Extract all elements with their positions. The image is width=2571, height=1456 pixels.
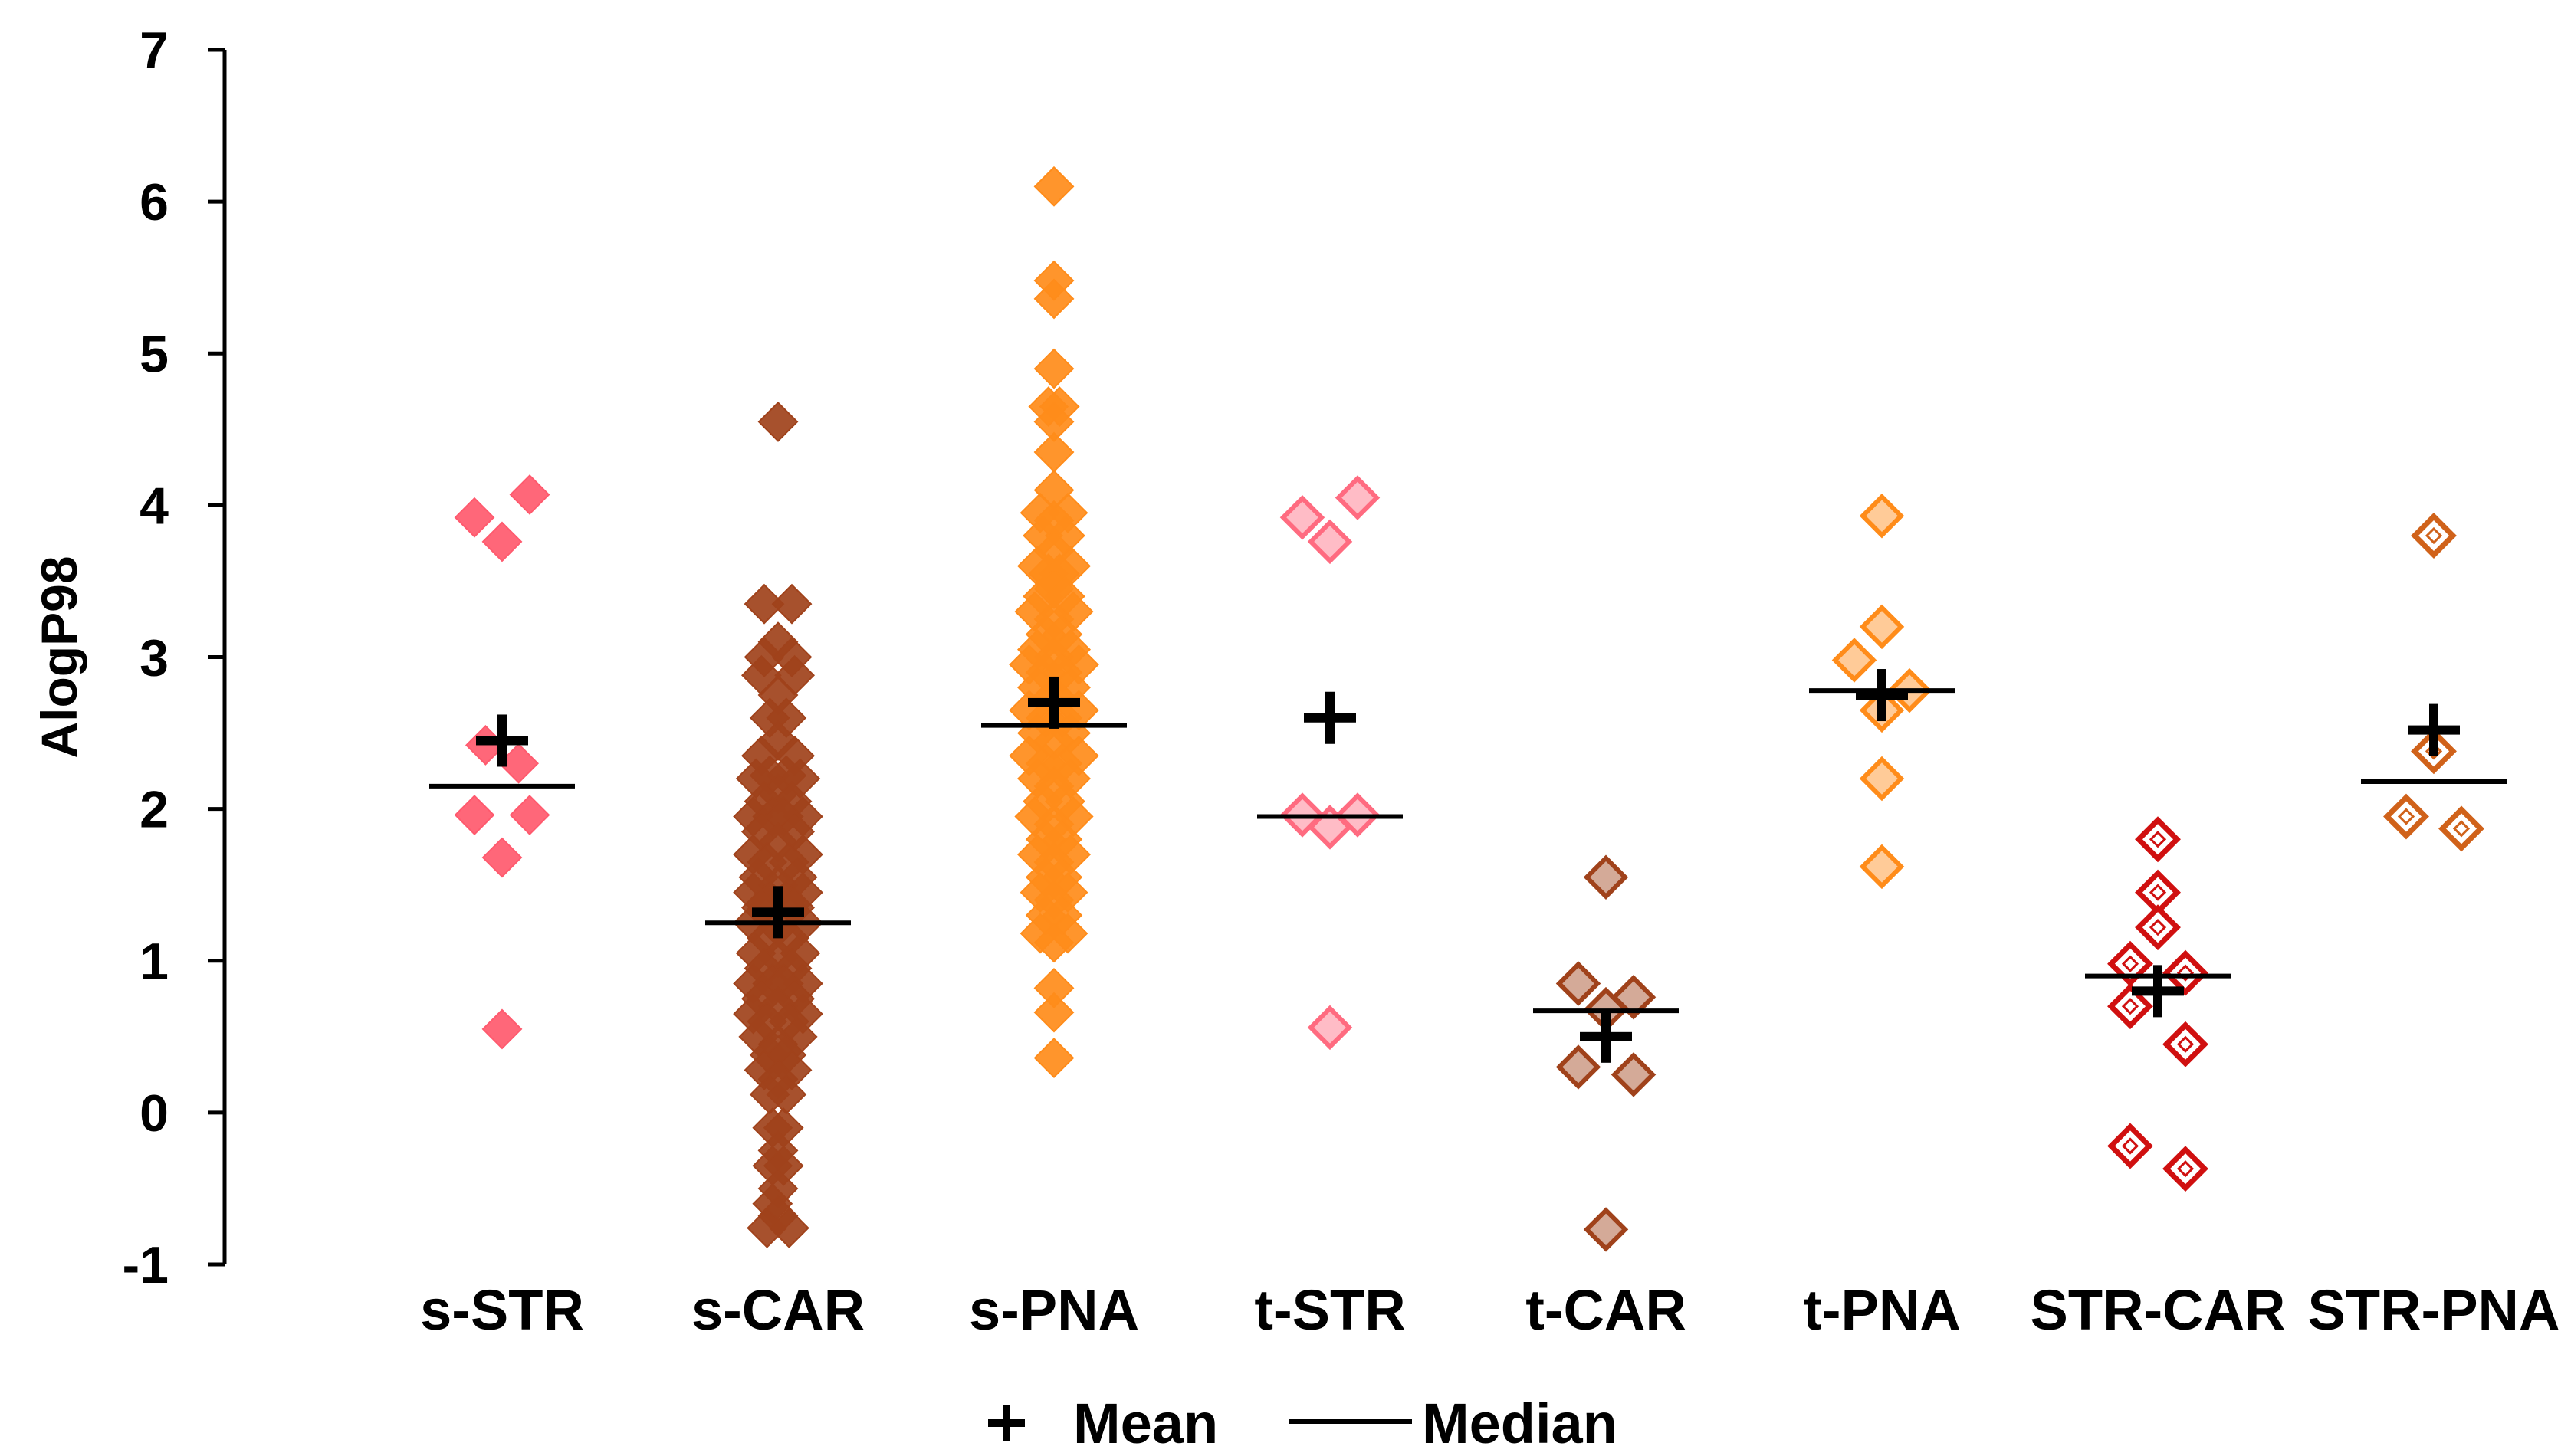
mean-marker: [2408, 703, 2460, 756]
y-tick-label: 0: [140, 1084, 169, 1143]
mean-marker: [752, 886, 804, 939]
y-tick-label: 4: [140, 477, 169, 535]
data-point-inner: [2452, 820, 2471, 838]
mean-markers-front: [476, 669, 2460, 1063]
data-point: [481, 1008, 523, 1050]
data-point: [509, 474, 550, 515]
data-point: [1859, 844, 1905, 890]
data-point: [757, 401, 799, 442]
data-point-inner: [2149, 831, 2167, 848]
mean-marker: [1028, 676, 1080, 729]
data-point: [1611, 1052, 1657, 1097]
data-point: [2107, 940, 2153, 987]
data-point: [1033, 1038, 1075, 1078]
data-point: [2411, 513, 2457, 559]
data-point-inner: [2121, 955, 2139, 972]
y-tick-label: 7: [140, 21, 169, 80]
data-point: [1033, 278, 1075, 320]
data-point: [1583, 854, 1629, 900]
data-point: [2383, 793, 2429, 840]
data-point: [757, 720, 799, 761]
y-tick-label: 6: [140, 173, 169, 231]
data-point: [1555, 1044, 1601, 1090]
data-point: [1859, 494, 1905, 539]
data-point: [1583, 1207, 1629, 1252]
data-point: [1859, 756, 1905, 802]
data-point: [1859, 604, 1905, 650]
legend-mean-label: Mean: [1073, 1392, 1218, 1455]
data-point: [2162, 1021, 2208, 1067]
legend-median-label: Median: [1422, 1392, 1617, 1455]
mean-marker: [1304, 691, 1356, 744]
y-tick-label: -1: [123, 1236, 169, 1294]
data-point: [1279, 494, 1325, 540]
data-point-inner: [2176, 1035, 2195, 1053]
data-point: [2107, 983, 2153, 1030]
data-point-inner: [2121, 1137, 2139, 1155]
data-point: [1307, 1005, 1353, 1051]
data-point: [454, 497, 495, 538]
data-point: [481, 521, 523, 562]
data-point: [2162, 949, 2208, 996]
data-point: [1335, 475, 1381, 520]
data-point: [744, 583, 785, 625]
mean-marker: [2132, 965, 2184, 1018]
mean-marker: [1856, 669, 1908, 722]
data-point-inner: [2176, 964, 2195, 982]
x-category-label: s-CAR: [691, 1278, 865, 1342]
data-point: [2107, 1123, 2153, 1169]
data-point: [771, 583, 813, 625]
x-category-label: STR-PNA: [2308, 1278, 2560, 1342]
data-point-inner: [2176, 1160, 2195, 1178]
data-point: [2135, 816, 2181, 863]
data-point-inner: [2149, 884, 2167, 901]
data-point: [1555, 961, 1601, 1006]
data-point: [1033, 166, 1075, 207]
x-category-label: t-STR: [1254, 1278, 1405, 1342]
data-point: [1033, 992, 1075, 1033]
data-point: [509, 795, 550, 835]
y-tick-label: 1: [140, 933, 169, 991]
data-point: [1831, 638, 1877, 683]
legend-mean-marker: [988, 1405, 1025, 1441]
x-category-label: t-PNA: [1803, 1278, 1961, 1342]
data-point: [2438, 805, 2484, 852]
mean-marker: [476, 714, 528, 767]
data-point: [1307, 519, 1353, 565]
data-point: [1033, 348, 1075, 389]
x-category-label: s-STR: [420, 1278, 584, 1342]
x-category-label: s-PNA: [969, 1278, 1139, 1342]
x-category-label: STR-CAR: [2031, 1278, 2286, 1342]
data-point: [2135, 904, 2181, 951]
data-points: [454, 166, 2484, 1252]
y-tick-label: 5: [140, 325, 169, 383]
data-point: [481, 837, 523, 878]
legend: Mean Median: [988, 1392, 1617, 1455]
data-point: [1033, 922, 1075, 963]
data-point: [454, 795, 495, 835]
data-point-inner: [2121, 998, 2139, 1015]
data-point: [2162, 1146, 2208, 1192]
axes: -1 0 1 2 3 4 5 6 7 AlogP98 s-STR s-CAR s-PNA t-STR t-C…: [31, 21, 2560, 1342]
mean-marker: [1580, 1010, 1632, 1063]
data-point: [768, 1208, 809, 1248]
data-point-inner: [2397, 808, 2415, 825]
x-category-label: t-CAR: [1525, 1278, 1686, 1342]
data-point-inner: [2425, 526, 2443, 545]
data-point-inner: [2149, 919, 2167, 936]
y-tick-label: 3: [140, 629, 169, 687]
data-point: [1033, 431, 1075, 473]
y-tick-label: 2: [140, 781, 169, 839]
y-axis-title: AlogP98: [31, 556, 87, 758]
